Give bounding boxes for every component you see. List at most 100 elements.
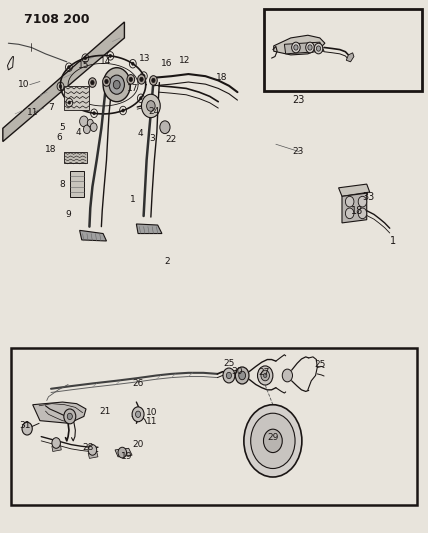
Circle shape: [93, 112, 95, 115]
Circle shape: [345, 208, 354, 219]
Text: 10: 10: [18, 80, 30, 89]
Circle shape: [306, 42, 314, 53]
Circle shape: [316, 46, 321, 51]
Circle shape: [22, 422, 32, 435]
Circle shape: [129, 77, 133, 82]
Text: 18: 18: [216, 72, 227, 82]
Text: 32: 32: [391, 29, 404, 39]
Circle shape: [264, 373, 267, 377]
Circle shape: [282, 369, 292, 382]
Circle shape: [88, 445, 97, 455]
Polygon shape: [80, 230, 107, 241]
Text: 11: 11: [146, 417, 158, 426]
Circle shape: [264, 429, 282, 453]
Text: 23: 23: [292, 94, 305, 104]
Text: 29: 29: [267, 433, 279, 442]
Circle shape: [358, 208, 367, 219]
Circle shape: [127, 75, 135, 84]
Text: 18: 18: [351, 206, 363, 216]
Circle shape: [294, 45, 298, 50]
Circle shape: [140, 77, 143, 82]
Circle shape: [239, 371, 246, 379]
Polygon shape: [137, 224, 162, 233]
Circle shape: [291, 42, 300, 53]
Text: 8: 8: [59, 180, 65, 189]
Polygon shape: [274, 35, 325, 55]
Circle shape: [52, 438, 60, 448]
Circle shape: [84, 56, 86, 60]
Polygon shape: [3, 22, 125, 142]
Text: 20: 20: [132, 440, 144, 449]
Circle shape: [258, 366, 273, 385]
Circle shape: [103, 77, 110, 86]
Circle shape: [140, 96, 142, 100]
Circle shape: [160, 121, 170, 134]
Circle shape: [89, 78, 96, 87]
Circle shape: [80, 116, 88, 127]
Text: 7108 200: 7108 200: [24, 13, 89, 26]
Circle shape: [103, 68, 131, 102]
Circle shape: [358, 196, 367, 207]
Polygon shape: [64, 152, 87, 163]
Polygon shape: [115, 448, 132, 457]
Circle shape: [91, 80, 94, 85]
Circle shape: [251, 413, 295, 469]
Text: 18: 18: [45, 145, 57, 154]
Text: 6: 6: [56, 133, 62, 142]
Circle shape: [143, 75, 145, 78]
Polygon shape: [52, 445, 61, 451]
Circle shape: [83, 125, 90, 134]
Text: 27: 27: [259, 368, 270, 377]
Text: 24: 24: [149, 107, 160, 116]
Text: 17: 17: [127, 84, 139, 93]
Text: 11: 11: [27, 108, 39, 117]
Circle shape: [109, 54, 112, 58]
Circle shape: [109, 75, 125, 94]
Polygon shape: [70, 171, 84, 197]
Text: 4: 4: [75, 128, 81, 137]
Polygon shape: [64, 86, 89, 110]
Text: 25: 25: [314, 360, 325, 369]
Circle shape: [152, 78, 155, 83]
Circle shape: [105, 79, 108, 84]
Text: 25: 25: [223, 359, 235, 368]
Text: 3: 3: [150, 134, 155, 143]
Bar: [265, 9, 422, 91]
Circle shape: [235, 367, 249, 384]
Circle shape: [226, 372, 232, 378]
Circle shape: [345, 196, 354, 207]
Text: 30: 30: [232, 367, 243, 376]
Text: 5: 5: [59, 123, 65, 132]
Circle shape: [314, 43, 323, 54]
Circle shape: [142, 94, 160, 118]
Text: 10: 10: [146, 408, 158, 417]
Circle shape: [131, 62, 134, 66]
Polygon shape: [346, 53, 354, 62]
Circle shape: [90, 123, 97, 132]
Polygon shape: [88, 451, 98, 458]
Text: 26: 26: [132, 379, 144, 388]
Text: 12: 12: [179, 56, 191, 64]
Text: 33: 33: [363, 192, 374, 203]
Text: 16: 16: [161, 59, 173, 68]
Polygon shape: [284, 42, 324, 54]
Text: 19: 19: [121, 453, 132, 462]
Circle shape: [244, 405, 302, 477]
Circle shape: [122, 109, 125, 112]
Circle shape: [64, 409, 76, 424]
Text: 4: 4: [138, 129, 143, 138]
Bar: [12, 348, 417, 505]
Text: 21: 21: [100, 407, 111, 416]
Circle shape: [68, 66, 70, 69]
Text: 14: 14: [100, 57, 111, 66]
Text: 1: 1: [390, 236, 396, 246]
Text: 7: 7: [48, 102, 54, 111]
Polygon shape: [33, 402, 86, 423]
Circle shape: [261, 370, 270, 381]
Polygon shape: [339, 184, 370, 196]
Circle shape: [87, 119, 93, 127]
Polygon shape: [342, 193, 367, 223]
Circle shape: [113, 80, 120, 89]
Circle shape: [68, 101, 71, 104]
Text: 28: 28: [83, 443, 94, 452]
